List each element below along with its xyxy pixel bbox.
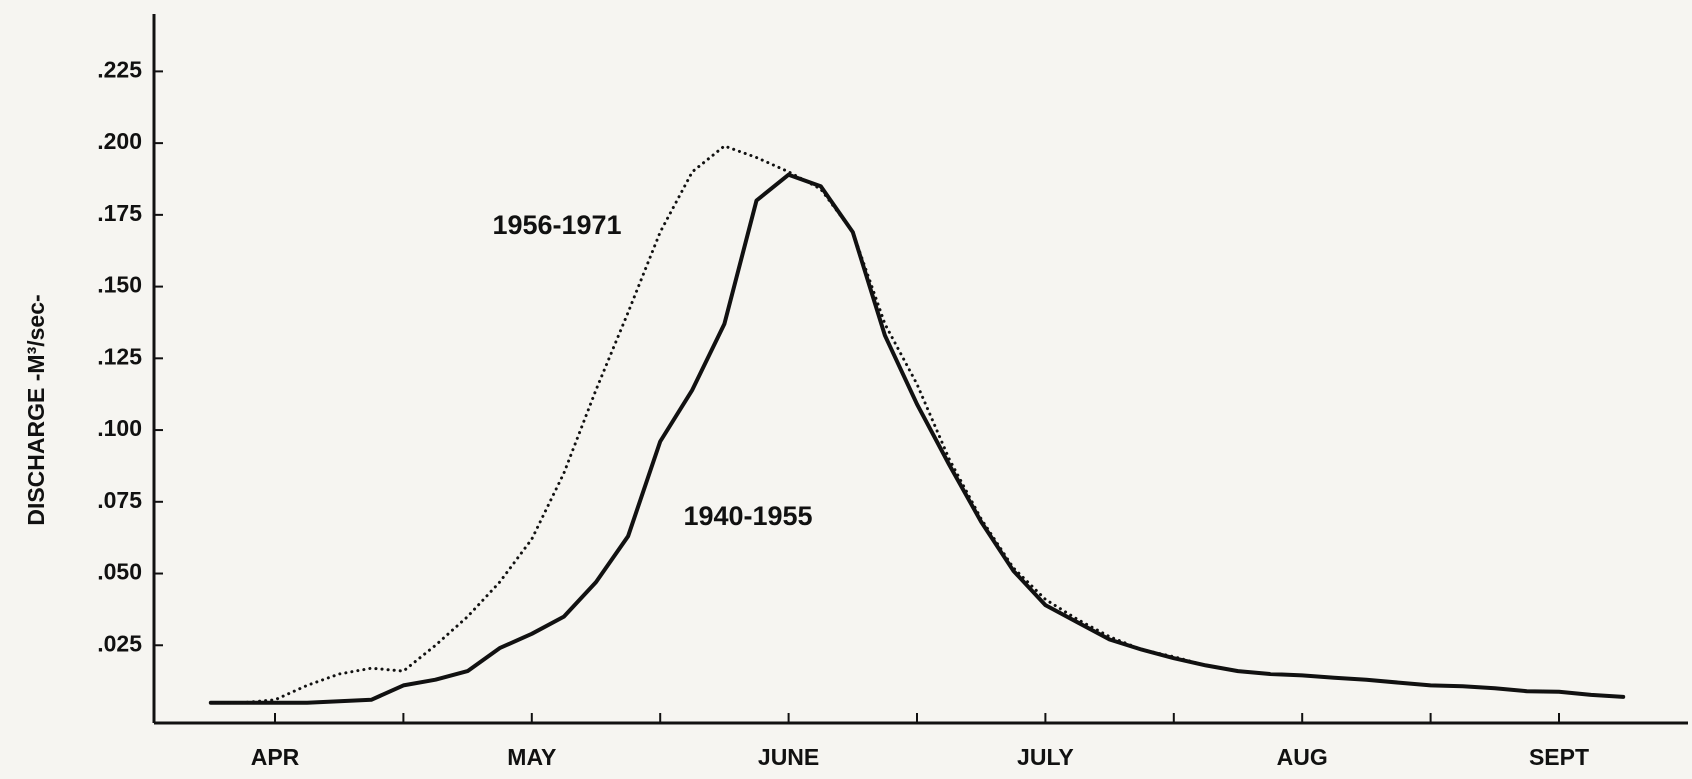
y-tick-label: .150 [97, 272, 142, 298]
y-tick-label: .200 [97, 128, 142, 154]
y-tick-label: .075 [97, 487, 142, 513]
x-tick-label: JULY [1017, 744, 1074, 770]
x-tick-label: SEPT [1529, 744, 1589, 770]
line-solid [208, 172, 1626, 705]
x-tick-label: AUG [1277, 744, 1328, 770]
y-tick-label: .225 [97, 56, 142, 82]
y-tick-label: .025 [97, 630, 142, 656]
series-label: 1956-1971 [492, 210, 621, 240]
y-tick-label: .100 [97, 415, 142, 441]
series-label: 1940-1955 [683, 501, 812, 531]
line-dotted [209, 144, 1208, 705]
x-tick-label: APR [251, 744, 300, 770]
x-tick-label: JUNE [758, 744, 819, 770]
x-tick-label: MAY [507, 744, 556, 770]
y-axis-label: DISCHARGE -M³/sec- [23, 294, 49, 525]
y-tick-label: .125 [97, 343, 142, 369]
y-tick-label: .050 [97, 559, 142, 585]
y-tick-label: .175 [97, 200, 142, 226]
